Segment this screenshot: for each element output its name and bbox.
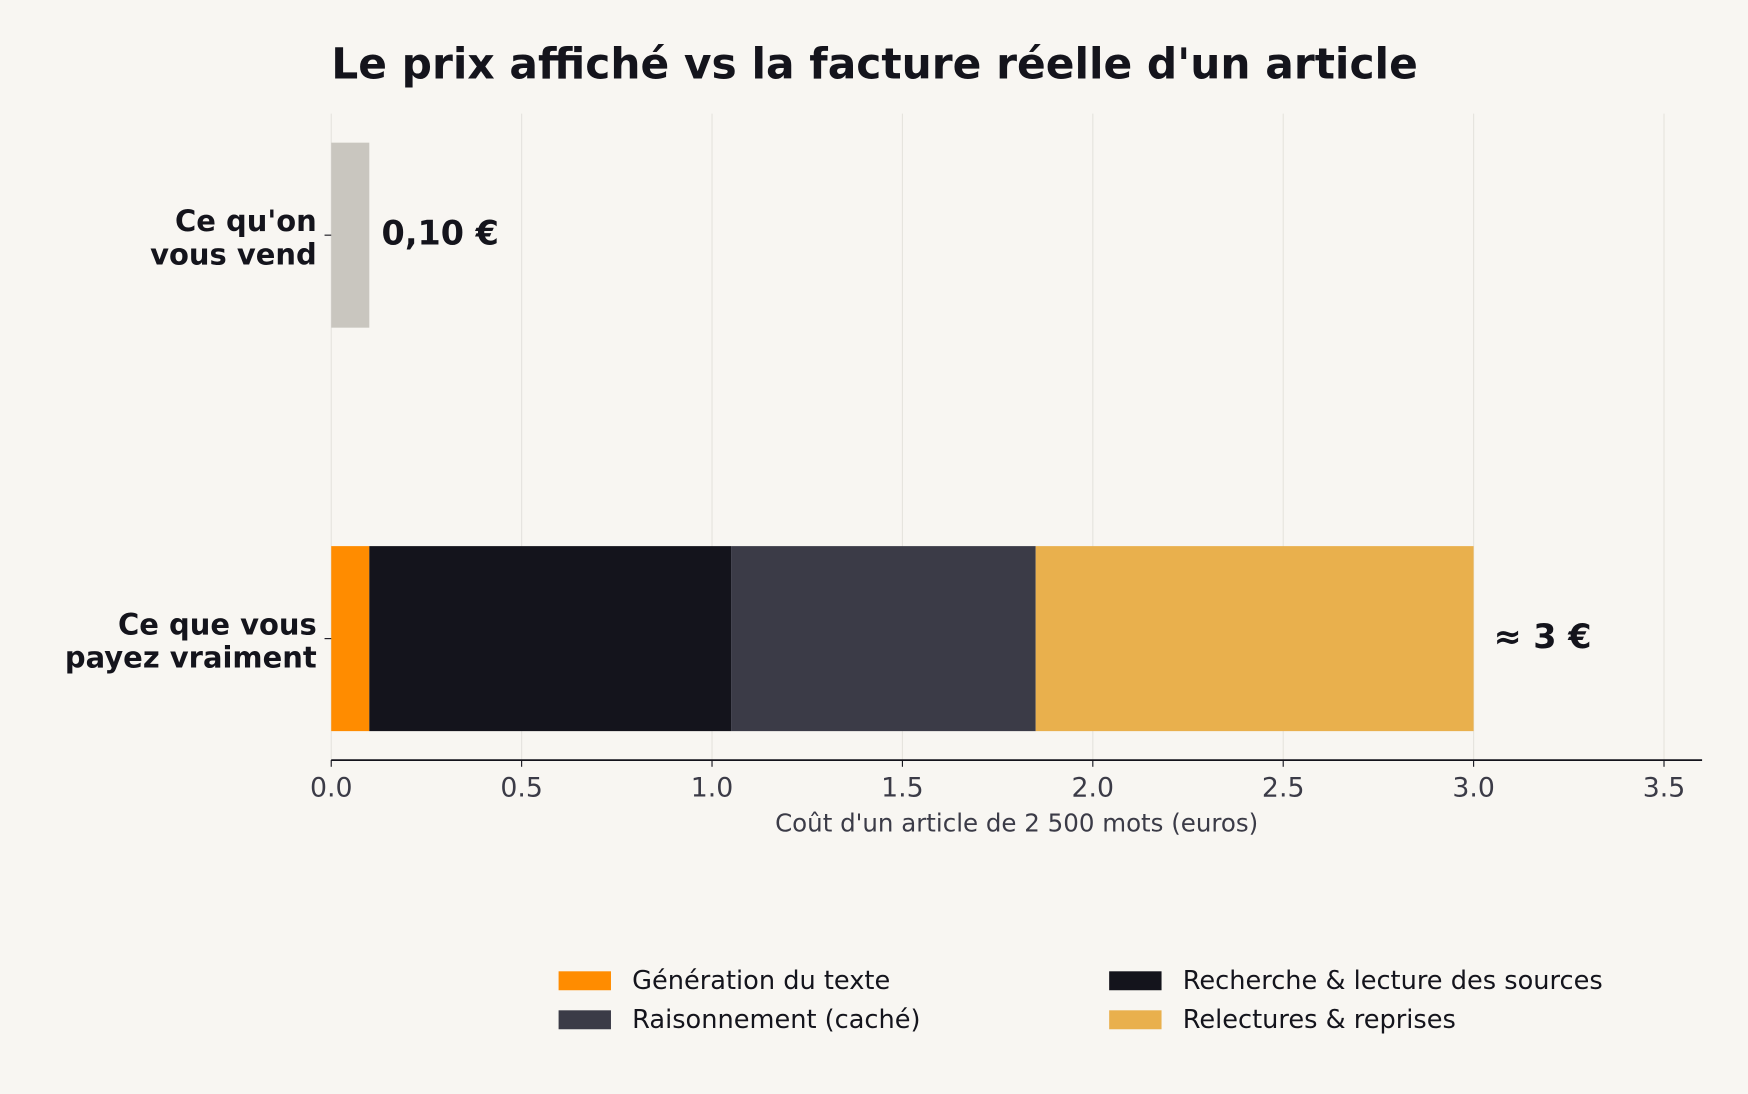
- x-tick-label: 2.0: [1072, 773, 1115, 804]
- x-tick-label: 0.5: [500, 773, 543, 804]
- legend-swatch: [558, 971, 611, 991]
- x-tick-label: 0.0: [310, 773, 353, 804]
- value-label: ≈ 3 €: [1494, 617, 1592, 656]
- legend-swatch: [558, 1010, 611, 1030]
- x-tick-label: 3.5: [1643, 773, 1686, 804]
- x-tick-label: 3.0: [1452, 773, 1495, 804]
- legend-label: Recherche & lecture des sources: [1183, 966, 1603, 996]
- y-tick-label: Ce qu'on vous vend: [150, 204, 317, 271]
- bar-segment: [331, 546, 370, 732]
- x-tick-label: 2.5: [1262, 773, 1305, 804]
- bar-segment: [331, 142, 370, 328]
- bar-segment: [731, 546, 1036, 732]
- legend-swatch: [1109, 1010, 1162, 1030]
- legend-label: Relectures & reprises: [1183, 1005, 1456, 1035]
- legend-label: Raisonnement (caché): [632, 1005, 920, 1035]
- x-tick-label: 1.5: [881, 773, 924, 804]
- x-tick-label: 1.0: [691, 773, 734, 804]
- y-tick-label: Ce que vous payez vraiment: [65, 607, 317, 674]
- legend-swatch: [1109, 971, 1162, 991]
- bar-segment: [369, 546, 732, 732]
- bar-segment: [1035, 546, 1474, 732]
- x-axis-label: Coût d'un article de 2 500 mots (euros): [775, 809, 1258, 838]
- legend-label: Génération du texte: [632, 966, 890, 996]
- value-label: 0,10 €: [382, 214, 499, 253]
- chart-title: Le prix affiché vs la facture réelle d'u…: [331, 39, 1418, 88]
